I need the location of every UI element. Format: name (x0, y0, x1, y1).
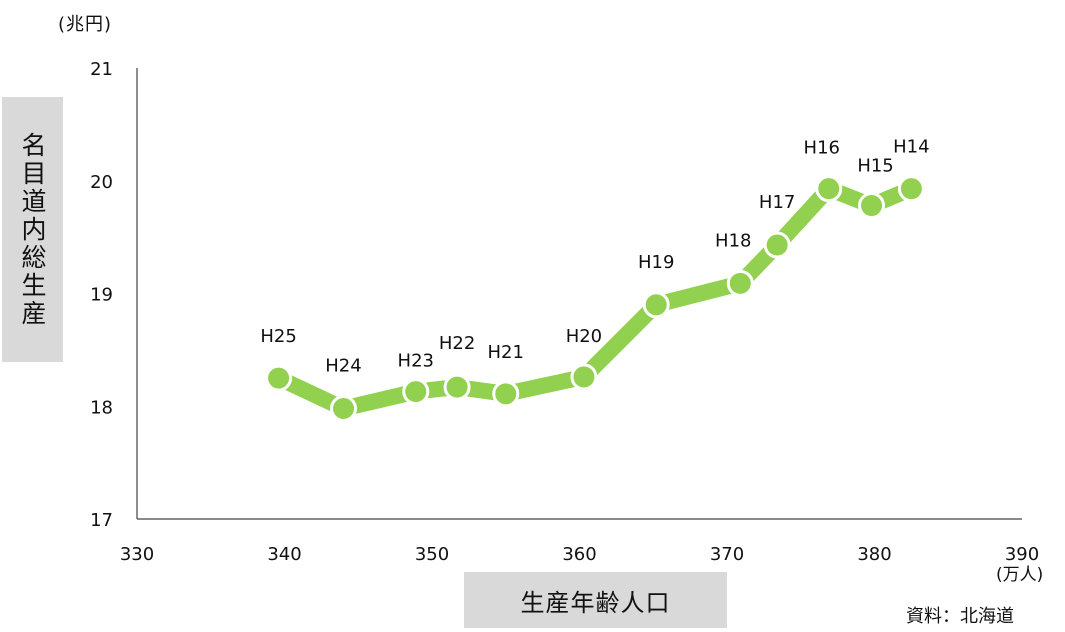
y-tick-label: 21 (90, 59, 113, 80)
data-point (642, 291, 670, 319)
series-line-segment (578, 299, 662, 383)
data-point (402, 378, 430, 406)
data-label: H22 (439, 333, 475, 354)
data-label: H20 (566, 326, 602, 347)
data-label: H16 (804, 138, 840, 159)
x-tick-label: 370 (710, 544, 744, 565)
data-label: H23 (398, 351, 434, 372)
x-axis-title-box: 生産年齢人口 (464, 572, 727, 628)
data-point (330, 395, 357, 423)
y-tick-label: 17 (90, 510, 113, 531)
data-label: H15 (857, 156, 893, 177)
x-tick-label: 340 (267, 544, 301, 565)
x-unit-label: (万人) (996, 565, 1044, 585)
data-label: H25 (260, 326, 296, 347)
x-tick-label: 380 (857, 544, 891, 565)
y-axis-title: 名目道内総生産 (18, 131, 47, 328)
data-point (443, 373, 471, 401)
y-axis-title-box: 名目道内総生産 (2, 97, 63, 362)
x-tick-label: 360 (562, 544, 596, 565)
data-label: H17 (759, 192, 795, 213)
x-tick-label: 330 (120, 544, 154, 565)
x-tick-label: 390 (1005, 544, 1039, 565)
series-line-segment (654, 275, 743, 313)
source-note: 資料：北海道 (906, 606, 1014, 627)
data-label: H24 (325, 356, 361, 377)
data-label: H21 (488, 342, 524, 363)
data-point (570, 363, 598, 391)
data-label: H18 (715, 230, 751, 251)
data-point (492, 380, 520, 408)
y-tick-label: 18 (90, 397, 113, 418)
x-axis-title: 生産年齢人口 (520, 588, 671, 617)
data-label: H14 (893, 137, 929, 158)
y-tick-label: 20 (90, 172, 113, 193)
y-unit-label: (兆円) (58, 14, 113, 35)
data-point (897, 175, 925, 203)
data-point (265, 364, 293, 392)
y-tick-label: 19 (90, 285, 113, 306)
x-tick-label: 350 (415, 544, 449, 565)
data-label: H19 (638, 252, 674, 273)
data-point (815, 175, 843, 203)
data-point (858, 192, 886, 220)
data-point (763, 231, 791, 259)
data-point (726, 269, 754, 297)
